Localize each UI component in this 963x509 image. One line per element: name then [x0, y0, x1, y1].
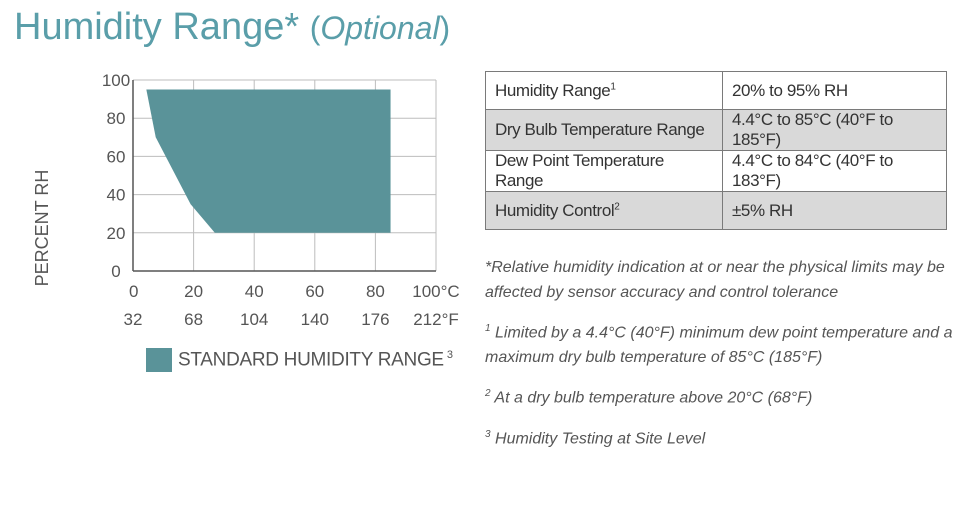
table-row: Dry Bulb Temperature Range 4.4°C to 85°C… [485, 109, 947, 151]
legend-swatch [146, 348, 172, 372]
footnote: 1 Limited by a 4.4°C (40°F) minimum dew … [485, 316, 955, 370]
footnote-text: At a dry bulb temperature above 20°C (68… [494, 389, 813, 407]
title-text: Humidity Range* [14, 6, 300, 48]
footnote: 2 At a dry bulb temperature above 20°C (… [485, 381, 955, 410]
spec-value: 20% to 95% RH [722, 71, 947, 110]
x-tick-label-celsius: 0 [129, 282, 138, 301]
x-tick-label-fahrenheit: 32 [124, 310, 143, 329]
y-tick-label: 20 [107, 224, 126, 243]
spec-label-superscript: 2 [614, 200, 620, 212]
x-tick-label-celsius: 20 [184, 282, 203, 301]
spec-value: 4.4°C to 85°C (40°F to 185°F) [722, 109, 947, 151]
y-tick-label: 40 [107, 186, 126, 205]
spec-value: 4.4°C to 84°C (40°F to 183°F) [722, 150, 947, 192]
y-tick-label: 80 [107, 109, 126, 128]
footnote-mark: 1 [485, 323, 491, 334]
y-tick-label: 100 [102, 71, 130, 90]
specification-table: Humidity Range1 20% to 95% RH Dry Bulb T… [485, 71, 947, 230]
spec-label-text: Humidity Range [495, 80, 611, 100]
spec-label: Humidity Range1 [485, 71, 723, 110]
page-title: Humidity Range* (Optional) [14, 6, 450, 49]
legend-text: STANDARD HUMIDITY RANGE [178, 349, 444, 371]
spec-label: Dry Bulb Temperature Range [485, 109, 723, 151]
humidity-range-area [146, 89, 391, 233]
footnote-mark: 2 [485, 388, 491, 400]
chart-legend: STANDARD HUMIDITY RANGE 3 [146, 348, 453, 372]
x-tick-label-celsius: 60 [305, 282, 324, 301]
spec-label-text: Dew Point Temperature Range [495, 151, 664, 190]
footnote-text: Humidity Testing at Site Level [495, 429, 706, 447]
footnote-mark: 3 [485, 428, 491, 440]
x-tick-label-fahrenheit: 176 [361, 310, 389, 329]
humidity-range-chart: 0 20 40 60 80 100 0 20 40 60 80 100°C 32 68 104 140 176 2… [102, 71, 460, 329]
y-tick-label: 60 [107, 147, 126, 166]
optional-label: (Optional) [309, 10, 451, 46]
footnote-text: *Relative humidity indication at or near… [485, 259, 945, 301]
footnote: *Relative humidity indication at or near… [485, 255, 955, 305]
y-tick-label: 0 [111, 262, 120, 281]
optional-text: Optional [320, 10, 440, 46]
table-row: Dew Point Temperature Range 4.4°C to 84°… [485, 150, 947, 192]
spec-label: Dew Point Temperature Range [485, 150, 723, 192]
legend-label: STANDARD HUMIDITY RANGE 3 [178, 349, 453, 371]
table-row: Humidity Range1 20% to 95% RH [485, 71, 947, 110]
spec-label-text: Humidity Control [495, 200, 615, 220]
x-tick-label-fahrenheit: 212°F [413, 310, 459, 329]
y-axis-label: PERCENT RH [32, 169, 52, 287]
x-tick-label-fahrenheit: 68 [184, 310, 203, 329]
x-tick-label-fahrenheit: 140 [301, 310, 329, 329]
footnotes: *Relative humidity indication at or near… [485, 255, 955, 462]
x-tick-label-celsius: 100°C [412, 282, 459, 301]
footnote-text: Limited by a 4.4°C (40°F) minimum dew po… [485, 324, 953, 367]
legend-superscript: 3 [446, 348, 453, 361]
table-row: Humidity Control2 ±5% RH [485, 191, 947, 230]
x-tick-label-celsius: 80 [366, 282, 385, 301]
spec-label: Humidity Control2 [485, 191, 723, 230]
x-tick-label-celsius: 40 [245, 282, 264, 301]
spec-value: ±5% RH [722, 191, 947, 230]
spec-label-superscript: 1 [610, 80, 616, 92]
x-tick-label-fahrenheit: 104 [240, 310, 268, 329]
spec-label-text: Dry Bulb Temperature Range [495, 120, 705, 139]
footnote: 3 Humidity Testing at Site Level [485, 422, 955, 451]
